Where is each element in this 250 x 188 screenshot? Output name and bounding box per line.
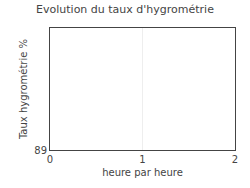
svg-text:heure par heure: heure par heure xyxy=(102,167,183,178)
svg-text:Evolution du taux d'hygrométri: Evolution du taux d'hygrométrie xyxy=(36,3,214,16)
svg-text:0: 0 xyxy=(47,154,53,165)
svg-text:Taux hygrométrie %: Taux hygrométrie % xyxy=(18,39,29,140)
svg-text:1: 1 xyxy=(139,154,145,165)
svg-text:89: 89 xyxy=(34,145,47,156)
svg-text:2: 2 xyxy=(232,154,238,165)
